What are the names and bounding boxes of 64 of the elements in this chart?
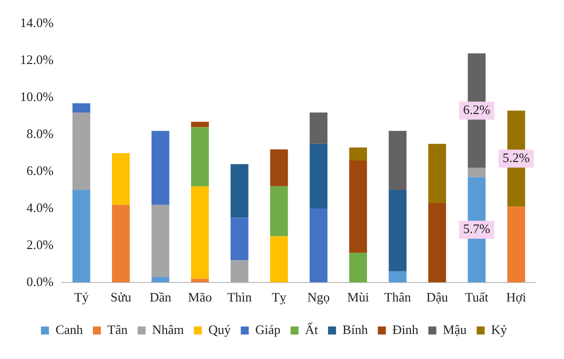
bar: [468, 168, 486, 178]
y-tick-label: 4.0%: [26, 200, 54, 215]
bar: [191, 186, 209, 279]
bar: [152, 276, 170, 282]
x-tick-label: Tỵ: [272, 290, 287, 305]
x-tick-label: Tuất: [465, 290, 489, 305]
bar: [270, 236, 288, 282]
x-tick-label: Ngọ: [307, 290, 330, 305]
bar: [349, 160, 367, 253]
bar: [388, 130, 407, 190]
bar: [152, 130, 170, 205]
y-tick-label: 12.0%: [20, 52, 54, 68]
bar: [270, 149, 288, 186]
y-tick-label: 14.0%: [20, 15, 54, 30]
y-tick-label: 2.0%: [26, 236, 54, 252]
x-tick-label: Thân: [384, 290, 412, 305]
legend-label: Bính: [342, 322, 368, 337]
legend-label: Canh: [55, 322, 84, 337]
x-tick-label: Tý: [74, 290, 90, 305]
bar: [191, 122, 209, 128]
bar: [349, 148, 367, 160]
legend-label: Ất: [305, 322, 318, 337]
legend-label: Giáp: [255, 322, 281, 337]
legend-label: Đinh: [392, 322, 419, 337]
y-tick-label: 6.0%: [26, 162, 54, 178]
bar: [112, 153, 130, 205]
x-tick-label: Mão: [188, 290, 212, 305]
y-tick-label: 8.0%: [26, 126, 54, 142]
bar: [72, 103, 90, 112]
legend-label: Kỷ: [491, 322, 508, 337]
x-tick-label: Mùi: [347, 290, 370, 305]
legend-label: Mậu: [442, 322, 468, 337]
bar: [388, 271, 407, 282]
bar: [388, 190, 407, 272]
bar: [112, 204, 130, 282]
bar: [152, 204, 170, 277]
bar: [230, 218, 248, 260]
bar: [310, 208, 328, 282]
bar: [72, 112, 90, 190]
bar: [191, 278, 209, 282]
bar: [428, 144, 446, 203]
bar: [191, 127, 209, 186]
bar: [310, 144, 328, 209]
bar: [72, 190, 90, 282]
bar: [507, 206, 526, 282]
y-tick-label: 10.0%: [20, 89, 54, 104]
data-label: 6.2%: [463, 102, 490, 118]
bar: [349, 252, 367, 282]
bar: [230, 164, 248, 218]
bar: [270, 186, 288, 236]
bar: [428, 202, 446, 282]
bar: [310, 112, 328, 144]
legend-label: Quý: [208, 322, 232, 337]
x-tick-label: Dần: [150, 290, 172, 305]
legend-label: Nhâm: [152, 322, 184, 337]
bar: [230, 260, 248, 282]
data-label: 5.2%: [502, 150, 530, 166]
x-tick-label: Sửu: [110, 290, 132, 305]
data-label: 5.7%: [463, 221, 490, 236]
x-tick-label: Dậu: [426, 290, 448, 305]
legend-label: Tân: [107, 322, 128, 337]
x-tick-label: Hợi: [506, 290, 527, 305]
y-tick-label: 0.0%: [26, 274, 54, 289]
x-tick-label: Thìn: [227, 290, 252, 305]
